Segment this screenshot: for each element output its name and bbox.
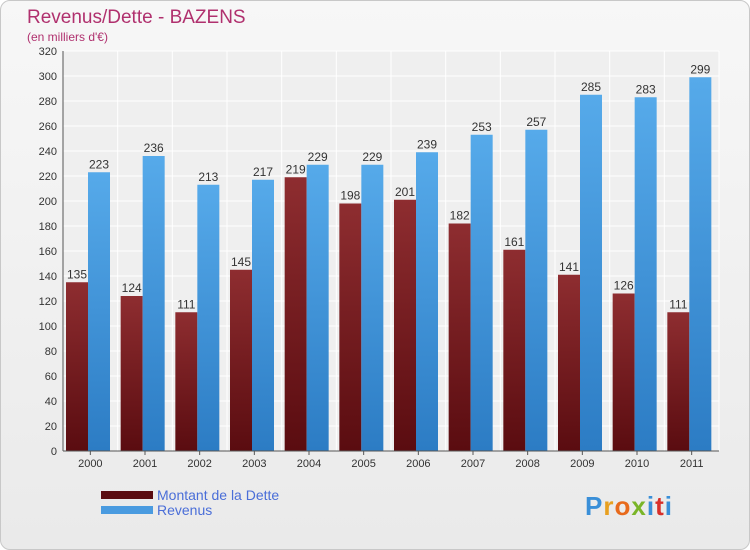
proxiti-logo: Proxiti xyxy=(585,491,673,522)
bar-revenus xyxy=(634,97,657,451)
y-tick-label: 80 xyxy=(45,346,57,358)
x-tick-label: 2003 xyxy=(242,458,266,470)
bar-dette xyxy=(284,177,307,451)
y-tick-label: 200 xyxy=(39,196,57,208)
y-tick-label: 0 xyxy=(51,446,57,458)
value-label-dette: 135 xyxy=(67,267,87,281)
bar-revenus xyxy=(416,152,438,451)
value-label-dette: 201 xyxy=(395,185,415,199)
bar-dette xyxy=(230,269,252,451)
value-label-dette: 111 xyxy=(669,297,688,311)
legend-item-dette: Montant de la Dette xyxy=(101,486,280,503)
legend-swatch-dette xyxy=(101,490,153,499)
value-label-dette: 219 xyxy=(286,162,306,176)
bar-dette xyxy=(66,282,88,451)
value-label-dette: 182 xyxy=(450,209,470,223)
x-tick-label: 2008 xyxy=(515,458,539,470)
value-label-dette: 111 xyxy=(177,297,196,311)
bar-dette xyxy=(175,312,198,451)
legend-label-dette: Montant de la Dette xyxy=(157,486,280,503)
bar-dette xyxy=(558,274,580,451)
legend-swatch-revenus xyxy=(101,505,153,514)
value-label-revenus: 229 xyxy=(308,150,328,164)
y-tick-label: 320 xyxy=(39,46,57,58)
y-tick-label: 220 xyxy=(39,171,57,183)
bar-revenus xyxy=(197,184,220,451)
chart-subtitle: (en milliers d'€) xyxy=(27,30,108,44)
value-label-revenus: 229 xyxy=(362,150,382,164)
brand-letter: i xyxy=(664,491,673,521)
brand-letter: o xyxy=(614,491,632,521)
value-label-dette: 124 xyxy=(122,281,142,295)
bar-revenus xyxy=(88,172,110,451)
x-tick-label: 2011 xyxy=(680,458,704,470)
x-tick-label: 2009 xyxy=(570,458,594,470)
value-label-dette: 141 xyxy=(559,260,579,274)
bar-revenus xyxy=(525,129,548,451)
y-tick-label: 120 xyxy=(39,296,57,308)
x-tick-label: 2001 xyxy=(133,458,157,470)
bar-revenus xyxy=(689,77,712,451)
y-tick-label: 20 xyxy=(45,421,57,433)
value-label-revenus: 223 xyxy=(89,157,109,171)
y-tick-label: 60 xyxy=(45,371,57,383)
x-tick-label: 2006 xyxy=(406,458,430,470)
legend: Montant de la Dette Revenus xyxy=(101,486,280,518)
y-tick-label: 180 xyxy=(39,221,57,233)
bar-revenus xyxy=(142,156,165,451)
y-tick-label: 280 xyxy=(39,96,57,108)
chart-title: Revenus/Dette - BAZENS xyxy=(27,7,246,28)
value-label-revenus: 285 xyxy=(581,80,601,94)
x-tick-label: 2002 xyxy=(187,458,211,470)
y-tick-label: 240 xyxy=(39,146,57,158)
y-tick-label: 260 xyxy=(39,121,57,133)
x-tick-label: 2010 xyxy=(625,458,649,470)
bar-dette xyxy=(612,293,635,451)
value-label-dette: 161 xyxy=(504,235,524,249)
y-tick-label: 160 xyxy=(39,246,57,258)
value-label-dette: 145 xyxy=(231,255,251,269)
x-tick-label: 2007 xyxy=(461,458,485,470)
value-label-revenus: 257 xyxy=(526,115,546,129)
bar-dette xyxy=(448,223,471,451)
x-tick-label: 2000 xyxy=(78,458,102,470)
y-tick-label: 40 xyxy=(45,396,57,408)
value-label-dette: 126 xyxy=(614,279,634,293)
brand-letter: x xyxy=(631,491,647,521)
bar-dette xyxy=(120,296,143,451)
x-tick-label: 2005 xyxy=(351,458,375,470)
bar-revenus xyxy=(361,164,384,451)
y-tick-label: 140 xyxy=(39,271,57,283)
bar-revenus xyxy=(470,134,493,451)
value-label-revenus: 283 xyxy=(636,82,656,96)
legend-item-revenus: Revenus xyxy=(101,501,279,518)
legend-label-revenus: Revenus xyxy=(157,501,213,518)
brand-letter: r xyxy=(603,491,615,521)
y-tick-label: 100 xyxy=(39,321,57,333)
brand-letter: P xyxy=(585,491,604,521)
bar-revenus xyxy=(580,94,602,451)
brand-letter: i xyxy=(646,491,656,521)
value-label-revenus: 236 xyxy=(144,141,164,155)
value-label-revenus: 213 xyxy=(198,170,218,184)
value-label-revenus: 299 xyxy=(690,62,710,76)
value-label-dette: 198 xyxy=(340,189,360,203)
bar-dette xyxy=(339,203,362,451)
bar-dette xyxy=(503,249,526,451)
bar-dette xyxy=(394,199,416,451)
bar-dette xyxy=(667,312,690,451)
value-label-revenus: 253 xyxy=(472,120,492,134)
x-tick-label: 2004 xyxy=(297,458,321,470)
y-tick-label: 300 xyxy=(39,71,57,83)
value-label-revenus: 217 xyxy=(253,165,273,179)
value-label-revenus: 239 xyxy=(417,137,437,151)
bar-revenus xyxy=(306,164,329,451)
brand-letter: t xyxy=(655,491,665,521)
bar-revenus xyxy=(252,179,274,451)
